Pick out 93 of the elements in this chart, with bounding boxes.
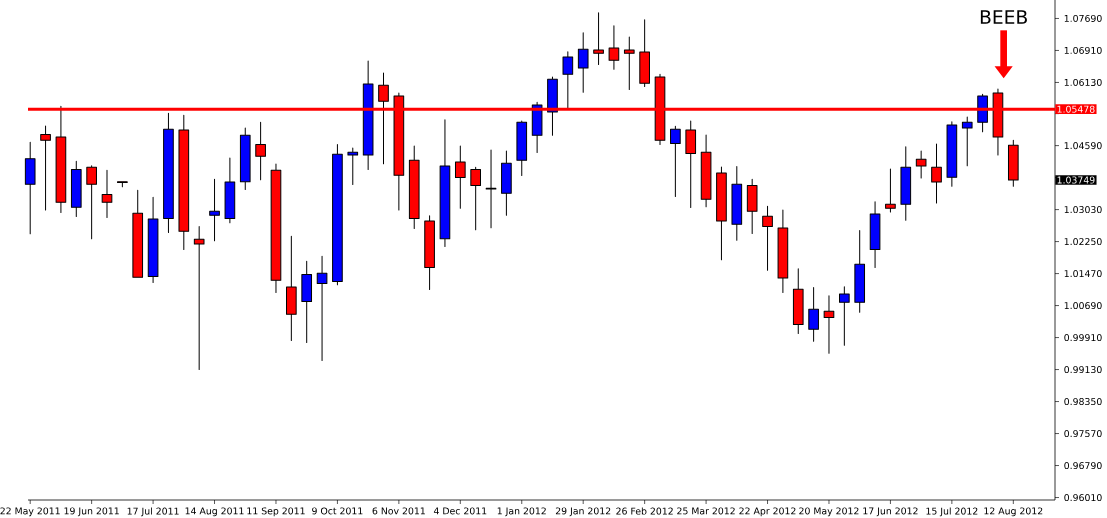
candlestick	[716, 166, 727, 261]
candlestick	[869, 201, 881, 268]
candlestick	[132, 189, 144, 278]
candlestick	[792, 268, 804, 334]
x-tick-label: 25 Mar 2012	[677, 507, 735, 515]
candlestick	[854, 230, 866, 313]
candlestick	[1007, 139, 1019, 187]
x-tick-label: 17 Jul 2011	[127, 507, 179, 517]
candlestick	[178, 114, 190, 250]
candlestick	[593, 12, 604, 65]
candlestick	[808, 287, 819, 342]
candlestick	[685, 120, 697, 209]
x-tick-label: 26 Feb 2012	[616, 507, 673, 515]
candlestick	[224, 157, 236, 224]
x-tick-label: 20 May 2012	[799, 507, 859, 517]
y-tick-label: 0.97570	[1064, 430, 1102, 438]
candlestick	[639, 19, 650, 88]
y-tick-label: 1.01470	[1064, 270, 1102, 278]
candlestick	[40, 125, 51, 211]
candlestick	[485, 149, 497, 229]
candlestick	[915, 150, 927, 179]
candlestick	[239, 127, 251, 190]
ref-line-label: 1.05478	[1057, 105, 1095, 113]
candlestick	[439, 119, 451, 248]
candlestick	[900, 146, 912, 221]
candlestick	[163, 112, 174, 234]
candlestick	[101, 169, 113, 218]
candlestick	[516, 120, 528, 177]
candlestick	[408, 145, 420, 229]
candlestick	[255, 121, 266, 181]
x-tick-label: 14 Aug 2011	[185, 507, 244, 517]
candlestick	[501, 150, 512, 216]
candlestick	[209, 178, 220, 242]
annotation: BEEB	[980, 10, 1027, 24]
x-tick-label: 4 Dec 2011	[433, 507, 487, 515]
candlestick	[86, 165, 97, 240]
x-tick-label: 29 Jan 2012	[555, 507, 611, 517]
candlestick	[332, 143, 343, 286]
candlestick	[270, 163, 282, 293]
y-tick-label: 1.00690	[1064, 302, 1102, 310]
candlestick	[531, 101, 543, 154]
candlestick	[347, 147, 359, 186]
candlestick	[70, 160, 82, 218]
x-tick-label: 19 Jun 2011	[64, 507, 119, 517]
candlestick	[577, 32, 589, 93]
y-tick-label: 1.07690	[1064, 14, 1102, 22]
candlestick	[670, 125, 681, 197]
y-tick-label: 1.02250	[1064, 238, 1102, 246]
candlestick	[762, 205, 773, 271]
y-tick-label: 1.03030	[1064, 206, 1102, 214]
y-tick-label: 0.99130	[1064, 366, 1102, 374]
candlestick	[562, 51, 574, 110]
candlestick	[470, 166, 481, 231]
candlestick	[746, 178, 758, 234]
candlestick	[316, 255, 328, 362]
candlestick	[700, 134, 712, 208]
y-tick-label: 0.96790	[1064, 462, 1102, 470]
candlestick	[839, 286, 850, 346]
y-tick-label: 1.06910	[1064, 46, 1102, 54]
x-tick-label: 1 Jan 2012	[497, 507, 546, 517]
y-tick-label: 0.98350	[1064, 398, 1102, 406]
candlestick	[147, 196, 159, 284]
candlestick	[286, 235, 297, 341]
candlestick	[424, 215, 435, 291]
x-tick-label: 15 Jul 2012	[926, 507, 978, 517]
candlestick	[608, 25, 620, 70]
candlestick	[931, 143, 942, 204]
candlestick	[961, 116, 973, 167]
candlestick	[823, 295, 835, 354]
candlestick	[24, 141, 36, 235]
candlestick	[117, 181, 128, 188]
x-tick-label: 22 May 2011	[0, 507, 60, 517]
x-tick-label: 11 Sep 2011	[247, 507, 305, 517]
x-tick-label: 9 Oct 2011	[312, 507, 363, 515]
candlestick	[362, 60, 374, 170]
y-tick-label: 0.96010	[1064, 494, 1102, 502]
y-tick-label: 1.06130	[1064, 78, 1102, 86]
y-tick-label: 0.99910	[1064, 334, 1102, 342]
x-tick-label: 22 Apr 2012	[739, 507, 796, 517]
candlestick	[454, 145, 466, 209]
candlestick	[946, 121, 958, 187]
candlestick	[301, 260, 313, 343]
candlestick	[885, 168, 896, 213]
candlestick	[193, 225, 205, 371]
y-tick-label: 1.04590	[1064, 142, 1102, 150]
candlestick	[623, 36, 635, 90]
x-tick-label: 17 Jun 2012	[863, 507, 918, 517]
candlestick	[777, 209, 789, 293]
candlestick	[547, 76, 558, 136]
x-tick-label: 6 Nov 2011	[372, 507, 425, 515]
candlestick	[731, 166, 743, 241]
x-tick-label: 12 Aug 2012	[984, 507, 1043, 517]
text: 1.03749	[1057, 176, 1095, 184]
